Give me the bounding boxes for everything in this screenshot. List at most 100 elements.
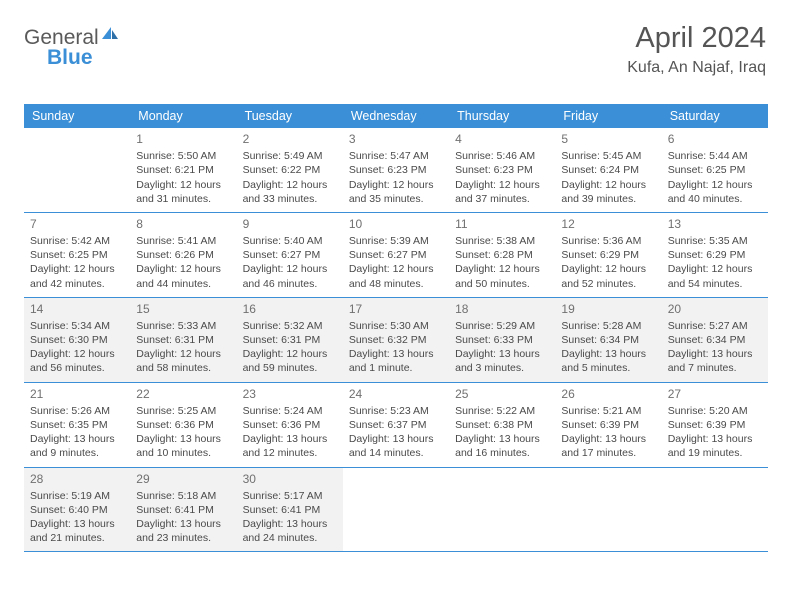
sunset-text: Sunset: 6:28 PM xyxy=(455,248,549,262)
sunset-text: Sunset: 6:36 PM xyxy=(136,418,230,432)
day-number: 14 xyxy=(30,301,124,317)
daylight-text: Daylight: 12 hours and 39 minutes. xyxy=(561,178,655,206)
sunrise-text: Sunrise: 5:17 AM xyxy=(243,489,337,503)
sunset-text: Sunset: 6:40 PM xyxy=(30,503,124,517)
sunset-text: Sunset: 6:31 PM xyxy=(136,333,230,347)
day-number: 8 xyxy=(136,216,230,232)
sunrise-text: Sunrise: 5:24 AM xyxy=(243,404,337,418)
sunset-text: Sunset: 6:23 PM xyxy=(455,163,549,177)
sunrise-text: Sunrise: 5:40 AM xyxy=(243,234,337,248)
calendar-cell: 2Sunrise: 5:49 AMSunset: 6:22 PMDaylight… xyxy=(237,128,343,212)
day-number: 18 xyxy=(455,301,549,317)
sunset-text: Sunset: 6:39 PM xyxy=(668,418,762,432)
sunrise-text: Sunrise: 5:39 AM xyxy=(349,234,443,248)
daylight-text: Daylight: 13 hours and 12 minutes. xyxy=(243,432,337,460)
calendar-cell-empty xyxy=(449,468,555,552)
day-number: 11 xyxy=(455,216,549,232)
sunset-text: Sunset: 6:21 PM xyxy=(136,163,230,177)
sunrise-text: Sunrise: 5:49 AM xyxy=(243,149,337,163)
calendar-cell: 20Sunrise: 5:27 AMSunset: 6:34 PMDayligh… xyxy=(662,298,768,382)
calendar-week: 14Sunrise: 5:34 AMSunset: 6:30 PMDayligh… xyxy=(24,298,768,383)
sunset-text: Sunset: 6:30 PM xyxy=(30,333,124,347)
day-number: 5 xyxy=(561,131,655,147)
calendar-cell: 23Sunrise: 5:24 AMSunset: 6:36 PMDayligh… xyxy=(237,383,343,467)
sunrise-text: Sunrise: 5:50 AM xyxy=(136,149,230,163)
daylight-text: Daylight: 13 hours and 10 minutes. xyxy=(136,432,230,460)
sunset-text: Sunset: 6:34 PM xyxy=(561,333,655,347)
day-number: 20 xyxy=(668,301,762,317)
calendar-cell: 17 Sunrise: 5:30 AMSunset: 6:32 PMDayligh… xyxy=(343,298,449,382)
day-number: 7 xyxy=(30,216,124,232)
weekday-header: Sunday Monday Tuesday Wednesday Thursday… xyxy=(24,104,768,128)
sunrise-text: Sunrise: 5:38 AM xyxy=(455,234,549,248)
weekday-tuesday: Tuesday xyxy=(237,104,343,128)
sunset-text: Sunset: 6:26 PM xyxy=(136,248,230,262)
weekday-sunday: Sunday xyxy=(24,104,130,128)
day-number: 16 xyxy=(243,301,337,317)
daylight-text: Daylight: 13 hours and 3 minutes. xyxy=(455,347,549,375)
daylight-text: Daylight: 12 hours and 31 minutes. xyxy=(136,178,230,206)
day-number: 15 xyxy=(136,301,230,317)
sunrise-text: Sunrise: 5:46 AM xyxy=(455,149,549,163)
daylight-text: Daylight: 12 hours and 42 minutes. xyxy=(30,262,124,290)
sunset-text: Sunset: 6:32 PM xyxy=(349,333,443,347)
day-number: 12 xyxy=(561,216,655,232)
daylight-text: Daylight: 12 hours and 50 minutes. xyxy=(455,262,549,290)
day-number: 10 xyxy=(349,216,443,232)
daylight-text: Daylight: 12 hours and 48 minutes. xyxy=(349,262,443,290)
day-number: 29 xyxy=(136,471,230,487)
sunrise-text: Sunrise: 5:19 AM xyxy=(30,489,124,503)
sunset-text: Sunset: 6:33 PM xyxy=(455,333,549,347)
daylight-text: Daylight: 12 hours and 52 minutes. xyxy=(561,262,655,290)
sunset-text: Sunset: 6:27 PM xyxy=(243,248,337,262)
location-text: Kufa, An Najaf, Iraq xyxy=(627,59,766,77)
daylight-text: Daylight: 12 hours and 44 minutes. xyxy=(136,262,230,290)
sunset-text: Sunset: 6:34 PM xyxy=(668,333,762,347)
sunrise-text: Sunrise: 5:21 AM xyxy=(561,404,655,418)
logo-sail-icon xyxy=(101,25,119,48)
calendar-cell-empty xyxy=(24,128,130,212)
calendar-cell: 26Sunrise: 5:21 AMSunset: 6:39 PMDayligh… xyxy=(555,383,661,467)
calendar-week: 28Sunrise: 5:19 AMSunset: 6:40 PMDayligh… xyxy=(24,468,768,553)
sunrise-text: Sunrise: 5:23 AM xyxy=(349,404,443,418)
daylight-text: Daylight: 13 hours and 1 minute. xyxy=(349,347,443,375)
brand-logo: General Blue xyxy=(24,26,119,50)
sunrise-text: Sunrise: 5:44 AM xyxy=(668,149,762,163)
calendar-cell: 6Sunrise: 5:44 AMSunset: 6:25 PMDaylight… xyxy=(662,128,768,212)
calendar-cell: 3Sunrise: 5:47 AMSunset: 6:23 PMDaylight… xyxy=(343,128,449,212)
calendar-cell: 9Sunrise: 5:40 AMSunset: 6:27 PMDaylight… xyxy=(237,213,343,297)
sunset-text: Sunset: 6:29 PM xyxy=(561,248,655,262)
calendar-cell: 1Sunrise: 5:50 AMSunset: 6:21 PMDaylight… xyxy=(130,128,236,212)
sunrise-text: Sunrise: 5:29 AM xyxy=(455,319,549,333)
sunrise-text: Sunrise: 5:47 AM xyxy=(349,149,443,163)
weekday-monday: Monday xyxy=(130,104,236,128)
calendar-cell-empty xyxy=(662,468,768,552)
sunrise-text: Sunrise: 5:20 AM xyxy=(668,404,762,418)
calendar-cell: 22Sunrise: 5:25 AMSunset: 6:36 PMDayligh… xyxy=(130,383,236,467)
day-number: 3 xyxy=(349,131,443,147)
logo-text-blue: Blue xyxy=(47,46,93,69)
daylight-text: Daylight: 13 hours and 21 minutes. xyxy=(30,517,124,545)
daylight-text: Daylight: 13 hours and 9 minutes. xyxy=(30,432,124,460)
day-number: 30 xyxy=(243,471,337,487)
sunrise-text: Sunrise: 5:30 AM xyxy=(349,319,443,333)
daylight-text: Daylight: 13 hours and 24 minutes. xyxy=(243,517,337,545)
calendar-cell: 28Sunrise: 5:19 AMSunset: 6:40 PMDayligh… xyxy=(24,468,130,552)
calendar-week: 1Sunrise: 5:50 AMSunset: 6:21 PMDaylight… xyxy=(24,128,768,213)
daylight-text: Daylight: 12 hours and 59 minutes. xyxy=(243,347,337,375)
day-number: 9 xyxy=(243,216,337,232)
sunrise-text: Sunrise: 5:36 AM xyxy=(561,234,655,248)
day-number: 17 xyxy=(349,301,443,317)
day-number: 19 xyxy=(561,301,655,317)
day-number: 6 xyxy=(668,131,762,147)
calendar-cell: 4Sunrise: 5:46 AMSunset: 6:23 PMDaylight… xyxy=(449,128,555,212)
day-number: 13 xyxy=(668,216,762,232)
weekday-wednesday: Wednesday xyxy=(343,104,449,128)
daylight-text: Daylight: 12 hours and 37 minutes. xyxy=(455,178,549,206)
daylight-text: Daylight: 13 hours and 17 minutes. xyxy=(561,432,655,460)
sunset-text: Sunset: 6:41 PM xyxy=(136,503,230,517)
day-number: 23 xyxy=(243,386,337,402)
sunrise-text: Sunrise: 5:32 AM xyxy=(243,319,337,333)
sunset-text: Sunset: 6:39 PM xyxy=(561,418,655,432)
daylight-text: Daylight: 12 hours and 33 minutes. xyxy=(243,178,337,206)
